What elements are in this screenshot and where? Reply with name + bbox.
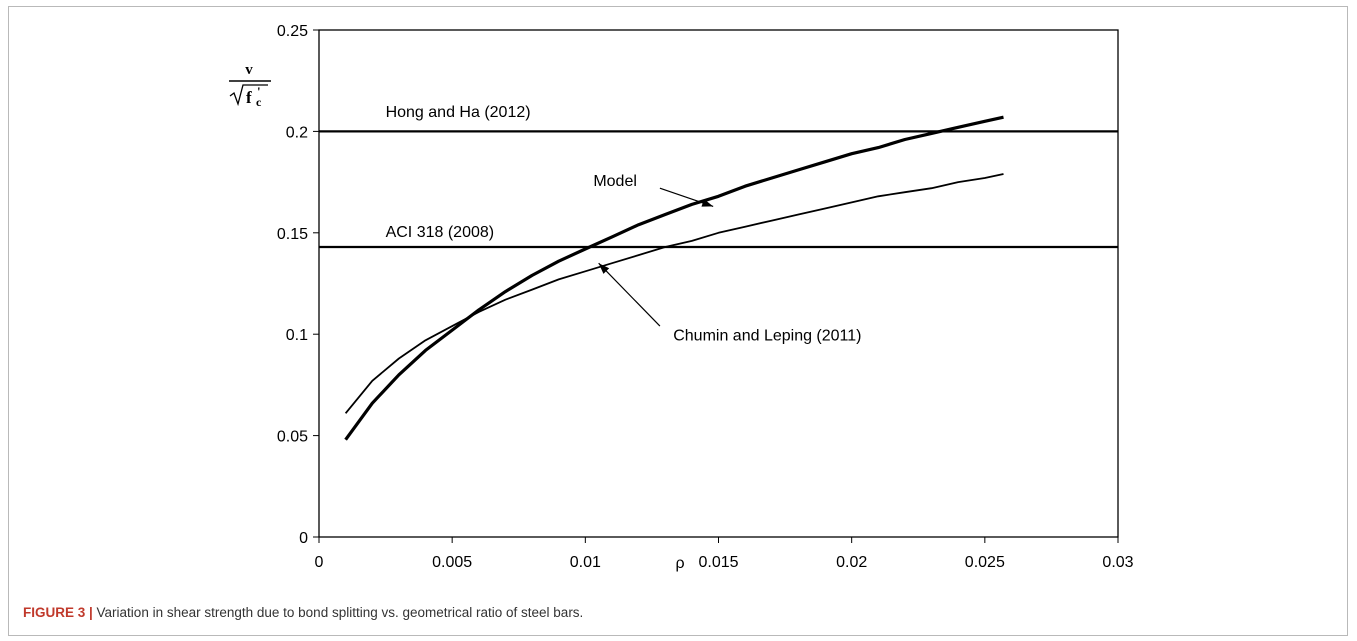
figure-caption: FIGURE 3 | Variation in shear strength d… <box>23 605 583 620</box>
figure-caption-text: Variation in shear strength due to bond … <box>92 605 584 620</box>
y-tick-label: 0.05 <box>277 429 308 446</box>
annotation-arrow-line <box>598 262 661 327</box>
y-tick-label: 0 <box>299 530 308 547</box>
x-tick-label: 0.01 <box>570 554 601 571</box>
y-axis-label-v: v <box>245 62 253 78</box>
series-line-chumin-and-leping-2011 <box>344 173 1004 414</box>
y-tick-label: 0.25 <box>277 23 308 40</box>
y-tick-label: 0.15 <box>277 226 308 243</box>
y-axis-label-f: f <box>246 88 252 107</box>
y-tick-label: 0.1 <box>286 327 308 344</box>
x-axis-label: ρ <box>675 555 684 572</box>
x-tick-label: 0.025 <box>965 554 1005 571</box>
x-tick-label: 0.015 <box>698 554 738 571</box>
y-axis-label-c: c <box>256 95 262 109</box>
x-tick-label: 0.02 <box>836 554 867 571</box>
x-tick-label: 0.005 <box>432 554 472 571</box>
annotation-arrow-head <box>701 199 714 207</box>
x-tick-label: 0.03 <box>1102 554 1133 571</box>
y-tick-label: 0.2 <box>286 124 308 141</box>
x-tick-label: 0 <box>315 554 324 571</box>
y-axis-label-prime: ' <box>257 84 261 99</box>
y-axis-label: v f ' c <box>229 62 271 109</box>
chart: v f ' c ρ 0 0.005 0.01 0.015 0.02 0.025 0.03 0 0… <box>229 23 1134 572</box>
figure-caption-label: FIGURE 3 | <box>23 605 93 620</box>
y-axis-label-sqrt-sign <box>229 84 268 107</box>
annotation-label: ACI 318 (2008) <box>386 224 495 241</box>
series-line-model <box>344 115 1004 441</box>
annotation-label: Hong and Ha (2012) <box>386 104 531 121</box>
annotation-arrow-head <box>598 263 610 274</box>
annotation-label: Model <box>593 173 637 190</box>
annotation-label: Chumin and Leping (2011) <box>673 327 861 344</box>
figure-frame <box>8 6 1348 636</box>
